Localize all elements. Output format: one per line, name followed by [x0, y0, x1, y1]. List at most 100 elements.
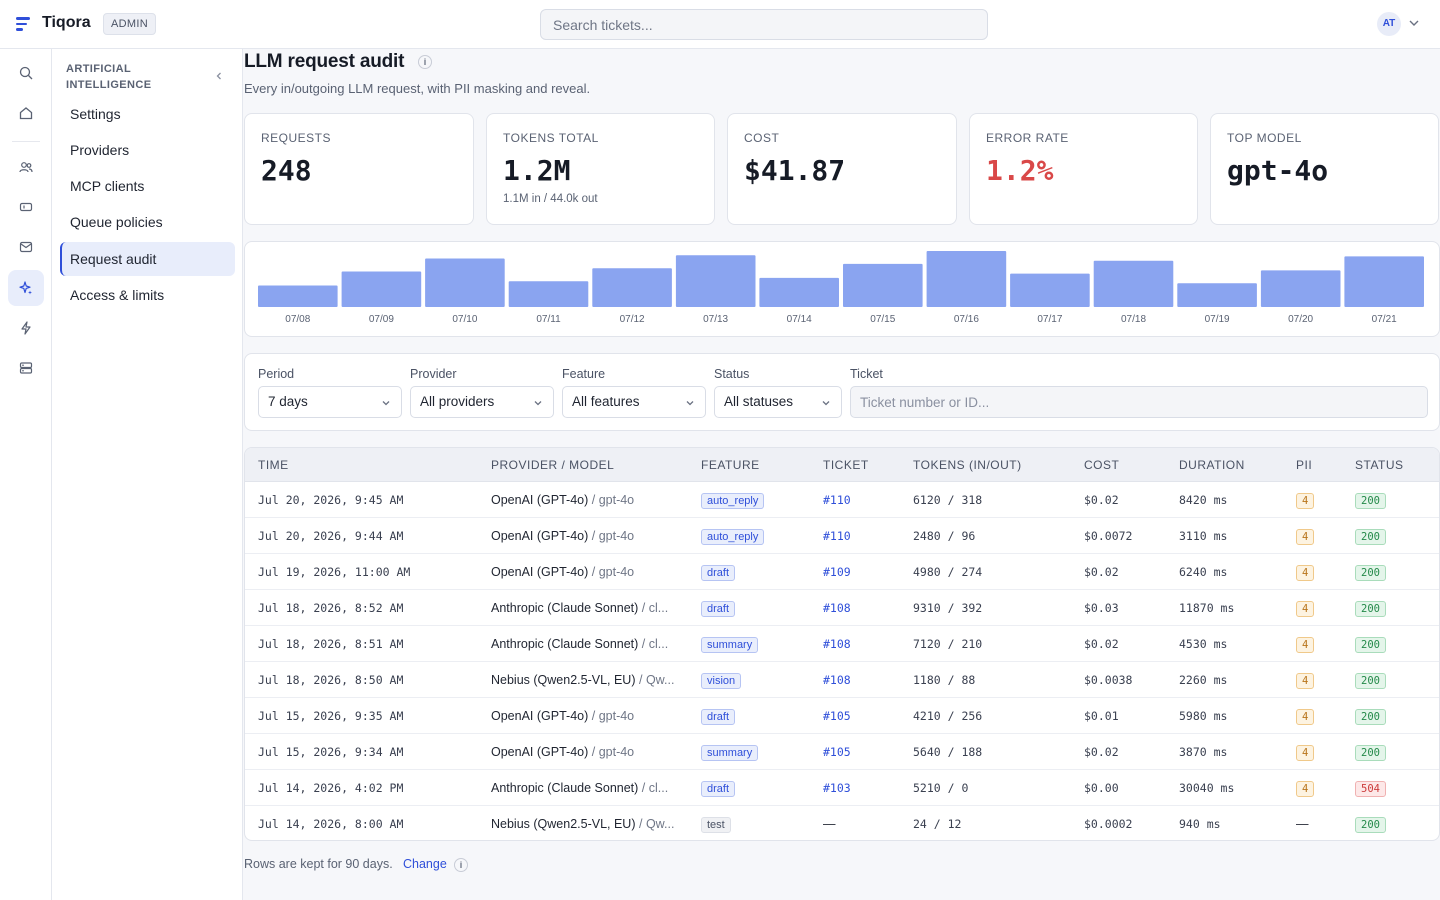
chart-bar[interactable] — [675, 255, 756, 307]
sidebar-item-providers[interactable]: Providers — [70, 142, 130, 158]
info-icon[interactable]: i — [418, 55, 432, 69]
column-header[interactable]: STATUS — [1355, 458, 1404, 472]
rail-tickets[interactable] — [8, 189, 44, 225]
rail-ai[interactable] — [8, 270, 44, 306]
sidebar-item-access-limits[interactable]: Access & limits — [70, 287, 165, 303]
ticket-link[interactable]: #103 — [823, 781, 851, 795]
chart-bar[interactable] — [258, 285, 338, 308]
column-header[interactable]: PII — [1296, 458, 1313, 472]
period-select[interactable]: 7 days — [258, 386, 402, 418]
feature-tag: test — [701, 816, 731, 833]
provider-cell: Anthropic (Claude Sonnet) / cl... — [491, 770, 681, 806]
pii-count-badge[interactable]: 4 — [1296, 708, 1315, 725]
pii-count-badge[interactable]: 4 — [1296, 528, 1315, 545]
retention-note: Rows are kept for 90 days. — [244, 857, 393, 871]
admin-badge: ADMIN — [103, 13, 156, 35]
chart-tick-label: 07/14 — [787, 314, 812, 325]
rail-mail[interactable] — [8, 229, 44, 265]
ticket-link[interactable]: #110 — [823, 529, 851, 543]
provider-cell: Nebius (Qwen2.5-VL, EU) / Qw... — [491, 662, 681, 698]
rail-system[interactable] — [8, 350, 44, 386]
table-row[interactable]: Jul 18, 2026, 8:50 AM Nebius (Qwen2.5-VL,… — [245, 662, 1439, 698]
rail-users[interactable] — [8, 149, 44, 185]
provider-label: Provider — [410, 367, 457, 381]
column-header[interactable]: TIME — [258, 458, 289, 472]
provider-cell: OpenAI (GPT-4o) / gpt-4o — [491, 518, 681, 554]
rail-home[interactable] — [8, 95, 44, 131]
app-name[interactable]: Tiqora — [42, 14, 91, 31]
search-input[interactable] — [540, 9, 988, 40]
sidebar-item-queue-policies[interactable]: Queue policies — [70, 214, 163, 230]
table-row[interactable]: Jul 14, 2026, 4:02 PM Anthropic (Claude S… — [245, 770, 1439, 806]
status-value: All statuses — [724, 394, 794, 409]
chart-bar[interactable] — [926, 251, 1007, 307]
chart-bar[interactable] — [592, 268, 672, 307]
ticket-link[interactable]: #108 — [823, 601, 851, 615]
column-header[interactable]: FEATURE — [701, 458, 760, 472]
pii-count-badge[interactable]: 4 — [1296, 744, 1315, 761]
feature-select[interactable]: All features — [562, 386, 706, 418]
info-icon[interactable]: i — [454, 858, 468, 872]
pii-count-badge[interactable]: 4 — [1296, 636, 1315, 653]
rail-search[interactable] — [8, 55, 44, 91]
column-header[interactable]: PROVIDER / MODEL — [491, 458, 615, 472]
table-row[interactable]: Jul 20, 2026, 9:45 AM OpenAI (GPT-4o) / g… — [245, 482, 1439, 518]
sidebar-item-mcp-clients[interactable]: MCP clients — [70, 178, 145, 194]
status-select[interactable]: All statuses — [714, 386, 842, 418]
ticket-link: — — [823, 817, 836, 831]
stat-subtext: 1.1M in / 44.0k out — [503, 193, 598, 205]
time-cell: Jul 18, 2026, 8:50 AM — [258, 673, 404, 687]
stat-label: ERROR RATE — [986, 131, 1069, 145]
sidebar-item-settings[interactable]: Settings — [70, 106, 121, 122]
column-header[interactable]: TICKET — [823, 458, 869, 472]
chart-bar[interactable] — [341, 271, 422, 308]
ticket-filter-input[interactable] — [850, 386, 1428, 418]
time-cell: Jul 18, 2026, 8:51 AM — [258, 637, 404, 651]
change-retention-link[interactable]: Change — [403, 857, 447, 871]
table-row[interactable]: Jul 14, 2026, 8:00 AM Nebius (Qwen2.5-VL,… — [245, 806, 1439, 840]
home-icon — [19, 107, 33, 120]
pii-count-badge[interactable]: 4 — [1296, 600, 1315, 617]
ticket-link[interactable]: #105 — [823, 709, 851, 723]
ticket-link[interactable]: #110 — [823, 493, 851, 507]
table-row[interactable]: Jul 20, 2026, 9:44 AM OpenAI (GPT-4o) / g… — [245, 518, 1439, 554]
avatar[interactable]: AT — [1377, 12, 1401, 36]
provider-select[interactable]: All providers — [410, 386, 554, 418]
pii-count-badge[interactable]: 4 — [1296, 780, 1315, 797]
ticket-link[interactable]: #105 — [823, 745, 851, 759]
table-row[interactable]: Jul 19, 2026, 11:00 AM OpenAI (GPT-4o) / … — [245, 554, 1439, 590]
sidebar-section-title: ARTIFICIAL INTELLIGENCE — [66, 63, 152, 91]
chart-bar[interactable] — [1177, 283, 1257, 307]
chart-bar[interactable] — [759, 277, 839, 307]
table-row[interactable]: Jul 15, 2026, 9:35 AM OpenAI (GPT-4o) / g… — [245, 698, 1439, 734]
ticket-link[interactable]: #109 — [823, 565, 851, 579]
pii-count-badge[interactable]: 4 — [1296, 672, 1315, 689]
table-row[interactable]: Jul 18, 2026, 8:51 AM Anthropic (Claude S… — [245, 626, 1439, 662]
chevron-down-icon[interactable] — [1408, 17, 1420, 29]
column-header[interactable]: DURATION — [1179, 458, 1245, 472]
ticket-link[interactable]: #108 — [823, 637, 851, 651]
ticket-link[interactable]: #108 — [823, 673, 851, 687]
sidebar-item-request-audit[interactable]: Request audit — [60, 242, 235, 276]
rail-automation[interactable] — [8, 310, 44, 346]
status-badge: 200 — [1355, 492, 1386, 509]
status-badge: 200 — [1355, 744, 1386, 761]
pii-count-badge[interactable]: 4 — [1296, 564, 1315, 581]
table-row[interactable]: Jul 15, 2026, 9:34 AM OpenAI (GPT-4o) / g… — [245, 734, 1439, 770]
column-header[interactable]: TOKENS (IN/OUT) — [913, 458, 1022, 472]
column-header[interactable]: COST — [1084, 458, 1120, 472]
filter-bar: Period 7 days Provider All providers Fea… — [244, 353, 1440, 431]
chart-bar[interactable] — [843, 263, 923, 307]
status-badge: 200 — [1355, 708, 1386, 725]
chart-bar[interactable] — [425, 258, 505, 308]
pii-count-badge[interactable]: 4 — [1296, 492, 1315, 509]
chart-bar[interactable] — [1344, 256, 1424, 307]
chart-bar[interactable] — [1010, 273, 1090, 307]
chart-bar[interactable] — [508, 281, 589, 307]
collapse-sidebar-icon[interactable] — [214, 71, 224, 81]
cost-cell: $0.02 — [1084, 565, 1119, 579]
table-row[interactable]: Jul 18, 2026, 8:52 AM Anthropic (Claude S… — [245, 590, 1439, 626]
chart-bar[interactable] — [1260, 270, 1341, 307]
chart-bar[interactable] — [1093, 260, 1174, 307]
chart-tick-label: 07/09 — [369, 314, 394, 325]
